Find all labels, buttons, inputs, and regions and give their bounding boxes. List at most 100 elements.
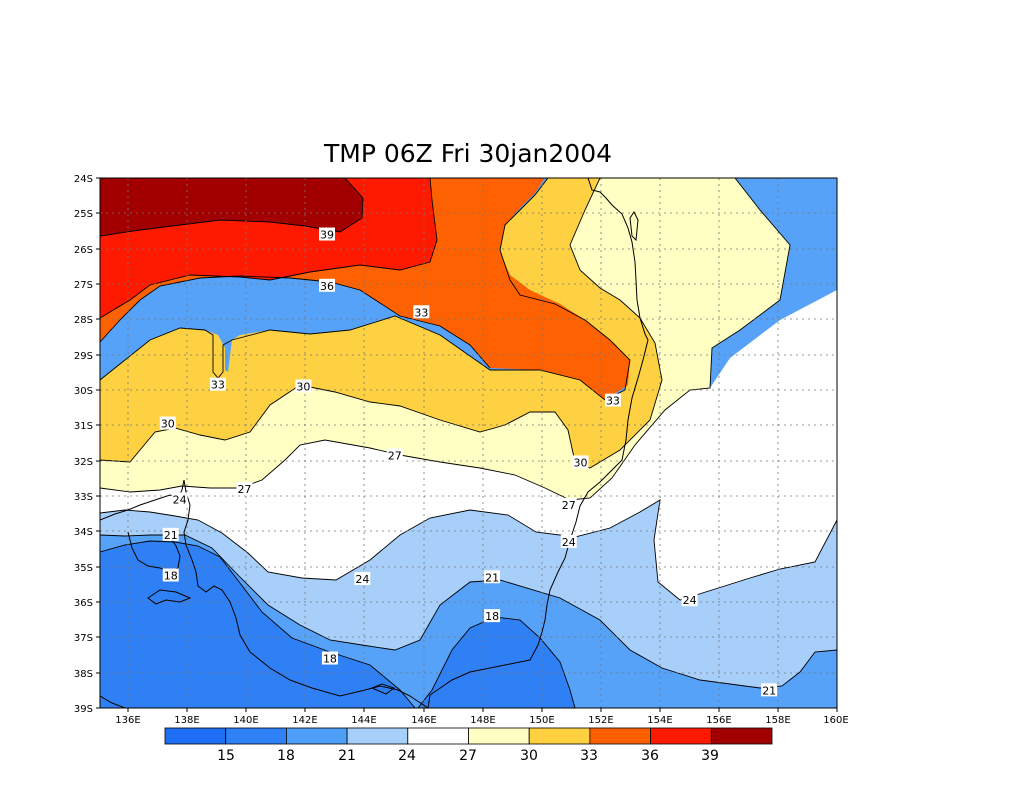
contour-18-west <box>100 540 416 708</box>
lon-label: 152E <box>588 715 613 726</box>
contour-label-text: 18 <box>485 610 499 623</box>
contour-labels: 39 36 33 33 33 30 30 30 27 27 27 24 24 24 24 21 21 21 18 18… <box>159 227 778 697</box>
lon-label: 158E <box>765 715 790 726</box>
contour-label-text: 36 <box>320 280 334 293</box>
contour-label: 24 <box>681 593 698 607</box>
contour-label: 24 <box>354 572 371 586</box>
colorbar-swatch <box>164 727 227 745</box>
contour-label-text: 18 <box>164 570 178 583</box>
contour-label-text: 27 <box>562 499 576 512</box>
contour-label-text: 18 <box>323 653 337 666</box>
contour-label: 21 <box>761 683 778 697</box>
contour-label-bg <box>354 572 371 586</box>
colorbar-label: 36 <box>641 748 659 764</box>
colorbar-label: 27 <box>459 748 477 764</box>
lat-label: 25S <box>74 209 93 220</box>
lon-label: 154E <box>647 715 672 726</box>
lat-label: 27S <box>74 280 93 291</box>
plot-frame <box>99 177 838 709</box>
latitude-labels: 24S 25S 26S 27S 28S 29S 30S 31S 32S 33S … <box>74 174 93 715</box>
lon-label: 160E <box>823 715 848 726</box>
contour-label: 33 <box>413 305 430 319</box>
band-33-36 <box>100 178 630 400</box>
colorbar-label: 21 <box>338 748 356 764</box>
colorbar-label: 30 <box>520 748 538 764</box>
contour-label-bg <box>318 227 335 241</box>
contour-label: 39 <box>318 227 335 242</box>
colorbar-label: 33 <box>580 748 598 764</box>
contour-30 <box>100 178 663 469</box>
contour-label: 27 <box>560 497 577 512</box>
band-15-18-west <box>100 541 415 708</box>
contour-label-bg <box>159 416 176 430</box>
contour-label-text: 33 <box>211 379 225 392</box>
colorbar-swatch <box>285 727 348 745</box>
colorbar-swatches <box>164 727 773 745</box>
contour-label-text: 30 <box>161 418 175 431</box>
contour-label-bg <box>318 278 335 292</box>
contour-label: 18 <box>321 651 338 666</box>
contour-label-bg <box>386 448 403 462</box>
contour-label-text: 27 <box>237 483 251 496</box>
coastline-east-australia <box>427 178 649 708</box>
contour-label-bg <box>681 593 698 607</box>
map-title: TMP 06Z Fri 30jan2004 <box>323 139 613 168</box>
contour-label-bg <box>171 492 188 506</box>
contour-label-bg <box>295 379 312 393</box>
band-27-30 <box>100 178 790 500</box>
lat-label: 34S <box>74 527 93 538</box>
contour-label-bg <box>761 683 778 697</box>
lat-label: 29S <box>74 351 93 362</box>
contour-label-bg <box>162 527 179 541</box>
lon-label: 144E <box>351 715 376 726</box>
lat-label: 39S <box>74 704 93 715</box>
coastline-tasmania-north <box>100 695 126 708</box>
colorbar-label: 15 <box>217 748 235 764</box>
band-36-39 <box>100 178 437 318</box>
contour-label-bg <box>484 570 501 584</box>
lat-label: 36S <box>74 598 93 609</box>
band-24-27 <box>100 290 837 600</box>
contour-label: 24 <box>560 534 577 549</box>
contour-label: 21 <box>162 527 179 542</box>
lon-label: 146E <box>411 715 436 726</box>
contour-label-text: 30 <box>296 380 310 393</box>
lat-label: 30S <box>74 386 93 397</box>
fraser-island <box>629 211 639 242</box>
contour-label: 33 <box>604 393 621 408</box>
colorbar-swatch <box>710 727 773 745</box>
temperature-fill-layers <box>100 178 837 708</box>
contour-label-text: 21 <box>485 571 499 584</box>
contour-label-text: 24 <box>355 573 369 586</box>
contour-label-bg <box>413 305 430 319</box>
contour-label: 24 <box>171 492 188 507</box>
lon-label: 138E <box>174 715 199 726</box>
lat-label: 32S <box>74 457 93 468</box>
contour-label-text: 30 <box>574 456 588 469</box>
lat-label: 24S <box>74 174 93 185</box>
contour-18-east <box>417 616 576 708</box>
contour-label-bg <box>162 568 179 582</box>
contour-label: 30 <box>572 455 589 469</box>
contour-label-text: 24 <box>173 494 187 507</box>
colorbar-swatch <box>468 727 530 745</box>
contour-label-bg <box>572 455 589 469</box>
colorbar-swatch <box>589 727 652 745</box>
bass-strait-islands <box>370 683 396 695</box>
band-15-18-east <box>418 617 575 708</box>
band-30-33 <box>100 178 662 468</box>
colorbar-label: 18 <box>277 748 295 764</box>
lat-label: 31S <box>74 421 93 432</box>
lon-label: 148E <box>470 715 495 726</box>
lat-label: 35S <box>74 563 93 574</box>
contour-label: 36 <box>318 278 335 293</box>
contour-label-text: 27 <box>388 449 402 462</box>
lat-label: 28S <box>74 315 93 326</box>
contour-36 <box>100 178 491 369</box>
colorbar-swatch <box>528 727 591 745</box>
contour-label-text: 21 <box>762 684 776 697</box>
contour-label-text: 24 <box>562 536 576 549</box>
contour-label-bg <box>604 393 621 407</box>
colorbar-swatch <box>346 727 409 745</box>
contour-label-text: 21 <box>164 529 178 542</box>
